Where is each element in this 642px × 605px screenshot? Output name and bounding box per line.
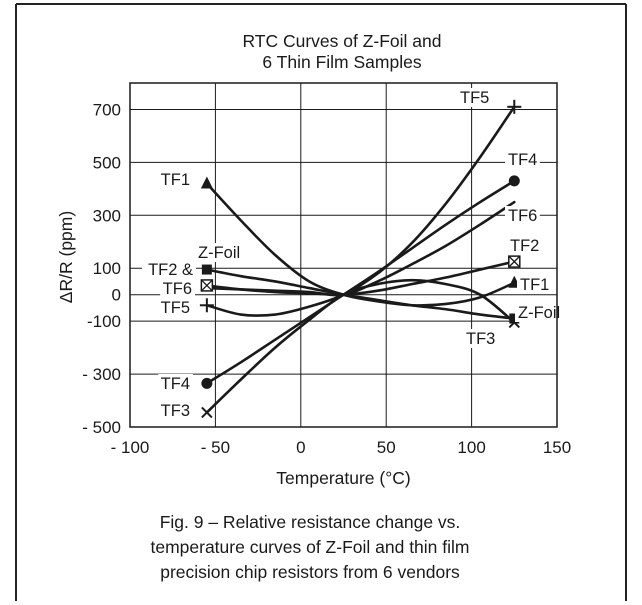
curve-label-zfoil-bg — [195, 243, 259, 262]
y-tick-label: - 300 — [82, 365, 121, 384]
curve-label-tf2: TF2 & — [148, 261, 193, 279]
curve-label-tf6: TF6 — [163, 280, 192, 298]
y-tick-label: 0 — [112, 286, 121, 305]
curve-label-tf5-bg — [457, 88, 492, 107]
curve-label-tf5-bg — [158, 298, 193, 317]
curve-label-tf2-bg — [142, 260, 196, 279]
curve-label-tf3-bg — [158, 401, 193, 420]
series-zfoil-line — [205, 268, 516, 320]
curve-label-tf6-bg — [505, 206, 540, 225]
curve-label-tf2: TF2 — [510, 237, 539, 255]
curve-label-tf6-bg — [160, 279, 195, 298]
series-tf4-start-marker — [201, 377, 213, 389]
x-tick-label: - 100 — [111, 438, 150, 457]
curve-label-tf4-bg — [505, 150, 540, 169]
curve-label-tf1: TF1 — [161, 171, 190, 189]
series-tf4-line — [205, 179, 516, 385]
series-tf2-line — [205, 260, 516, 297]
chart-title-line-2: 6 Thin Film Samples — [262, 52, 421, 72]
series-zfoil-end-marker — [509, 313, 520, 324]
curve-label-tf4: TF4 — [161, 375, 190, 393]
curve-label-tf3: TF3 — [466, 330, 495, 348]
curve-label-tf3-bg — [463, 329, 498, 348]
curve-label-tf1-bg — [517, 275, 552, 294]
y-axis-title: ΔR/R (ppm) — [56, 211, 76, 303]
series-tf4-start-marker-dot — [201, 377, 213, 389]
curve-label-tf4-bg — [158, 374, 193, 393]
curve-label-tf6: TF6 — [508, 207, 537, 225]
x-tick-label: - 50 — [201, 438, 230, 457]
series-curves — [205, 105, 516, 414]
series-tf2-end-marker-box-x-b — [508, 256, 520, 268]
series-tf5-end-marker — [507, 99, 522, 114]
curve-label-zfoil-bg — [515, 303, 579, 322]
curve-label-zfoil: Z-Foil — [198, 244, 240, 262]
x-axis-title: Temperature (°C) — [276, 468, 410, 488]
series-tf1-start-marker-triangle — [200, 176, 213, 189]
y-tick-label: -100 — [87, 312, 121, 331]
curve-label-zfoil: Z-Foil — [518, 304, 560, 322]
y-tick-label: 500 — [93, 153, 121, 172]
series-tf4-end-marker — [508, 175, 520, 187]
series-tf4-end-marker-dot — [508, 175, 520, 187]
series-tf2-end-marker — [508, 255, 521, 268]
series-zfoil-end-marker-square — [509, 313, 520, 324]
x-tick-label: 50 — [377, 438, 396, 457]
y-tick-label: 700 — [93, 100, 121, 119]
x-tick-label: 150 — [543, 438, 571, 457]
series-markers — [199, 99, 522, 419]
caption-line-1: Fig. 9 – Relative resistance change vs. — [159, 512, 461, 532]
curve-label-tf2-bg — [507, 236, 542, 255]
series-tf3-start-marker — [201, 406, 213, 419]
series-tf5-start-marker — [199, 298, 214, 313]
curve-label-tf5: TF5 — [161, 299, 190, 317]
figure-caption: Fig. 9 – Relative resistance change vs. … — [130, 510, 490, 585]
curve-label-tf3: TF3 — [161, 402, 190, 420]
series-tf3-start-marker-x-b — [201, 406, 213, 419]
x-tick-label: 0 — [296, 438, 305, 457]
caption-line-2: temperature curves of Z-Foil and thin fi… — [150, 537, 470, 557]
series-tf3-line — [205, 278, 516, 414]
curve-label-tf4: TF4 — [508, 151, 537, 169]
series-zfoil-start-marker — [201, 264, 212, 275]
series-tf2-start-marker-box-x-b — [201, 279, 213, 291]
curve-label-tf1: TF1 — [520, 276, 549, 294]
curve-label-tf1-bg — [158, 170, 193, 189]
grid-lines — [130, 83, 557, 427]
curve-label-tf5: TF5 — [460, 89, 489, 107]
series-zfoil-start-marker-square — [201, 264, 212, 275]
series-tf1-start-marker — [200, 176, 213, 189]
caption-line-3: precision chip resistors from 6 vendors — [160, 562, 460, 582]
y-tick-label: - 500 — [82, 418, 121, 437]
chart-title-line-1: RTC Curves of Z-Foil and — [242, 31, 441, 51]
y-tick-label: 100 — [93, 259, 121, 278]
plot-area-border — [129, 82, 558, 428]
y-tick-label: 300 — [93, 206, 121, 225]
series-tf2-start-marker — [200, 279, 214, 292]
series-tf5-line — [205, 105, 516, 317]
x-tick-label: 100 — [457, 438, 485, 457]
